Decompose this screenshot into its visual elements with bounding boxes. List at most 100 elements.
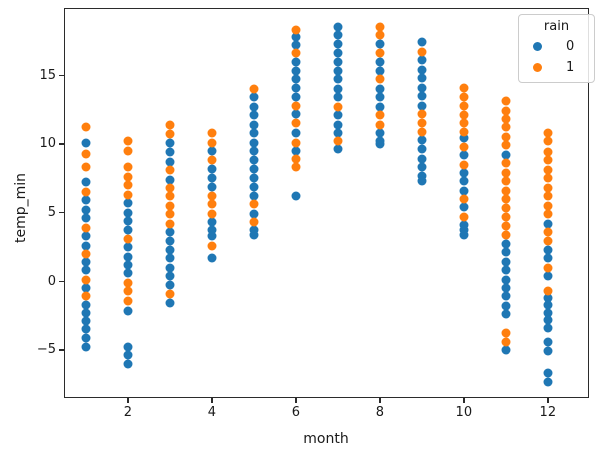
data-point: [333, 110, 343, 120]
data-point: [501, 96, 511, 106]
data-point: [459, 212, 469, 222]
data-point: [123, 198, 133, 208]
data-point: [459, 142, 469, 152]
plot-area: [64, 8, 589, 398]
data-point: [501, 257, 511, 267]
data-point: [333, 92, 343, 102]
data-point: [123, 225, 133, 235]
data-point: [417, 154, 427, 164]
data-point: [207, 253, 217, 263]
data-point: [123, 278, 133, 288]
data-point: [81, 324, 91, 334]
data-point: [81, 316, 91, 326]
legend-title: rain: [543, 19, 570, 34]
data-point: [291, 74, 301, 84]
data-point: [165, 263, 175, 273]
data-point: [249, 120, 259, 130]
data-point: [417, 118, 427, 128]
data-point: [249, 110, 259, 120]
data-point: [543, 286, 553, 296]
data-point: [207, 182, 217, 192]
data-point: [501, 158, 511, 168]
data-point: [501, 328, 511, 338]
data-point: [81, 291, 91, 301]
data-point: [501, 239, 511, 249]
data-point: [459, 118, 469, 128]
data-point: [81, 249, 91, 259]
data-point: [165, 129, 175, 139]
x-tick-label: 4: [207, 405, 216, 420]
legend-entry: 1: [519, 57, 594, 78]
data-point: [81, 283, 91, 293]
data-point: [543, 183, 553, 193]
data-point: [207, 217, 217, 227]
data-point: [81, 149, 91, 159]
data-point: [249, 173, 259, 183]
data-point: [501, 132, 511, 142]
data-point: [501, 150, 511, 160]
data-point: [249, 182, 259, 192]
data-point: [417, 91, 427, 101]
data-point: [543, 323, 553, 333]
data-point: [123, 146, 133, 156]
x-axis-label: month: [303, 431, 349, 447]
data-point: [459, 110, 469, 120]
data-point: [291, 32, 301, 42]
data-point: [501, 275, 511, 285]
data-point: [543, 227, 553, 237]
data-point: [249, 217, 259, 227]
data-point: [501, 291, 511, 301]
y-tick-mark: [59, 211, 64, 214]
data-point: [123, 286, 133, 296]
data-point: [543, 155, 553, 165]
data-point: [207, 155, 217, 165]
data-point: [543, 128, 553, 138]
data-point: [501, 212, 511, 222]
data-point: [291, 83, 301, 93]
data-point: [249, 84, 259, 94]
data-point: [501, 140, 511, 150]
data-point: [81, 333, 91, 343]
data-point: [333, 128, 343, 138]
data-point: [375, 57, 385, 67]
legend-entry-label: 0: [566, 39, 575, 54]
data-point: [417, 101, 427, 110]
data-point: [417, 37, 427, 47]
data-point: [417, 47, 427, 57]
data-point: [333, 120, 343, 130]
data-point: [207, 191, 217, 201]
data-point: [501, 106, 511, 116]
data-point: [165, 253, 175, 263]
data-point: [543, 346, 553, 356]
data-point: [291, 128, 301, 138]
data-point: [543, 147, 553, 157]
data-point: [417, 109, 427, 119]
data-point: [459, 202, 469, 212]
data-point: [249, 128, 259, 138]
data-point: [459, 133, 469, 143]
x-tick-label: 10: [455, 405, 473, 420]
data-point: [165, 147, 175, 157]
data-point: [123, 180, 133, 190]
x-tick-mark: [547, 398, 549, 403]
data-point: [333, 22, 343, 32]
data-point: [501, 168, 511, 178]
data-point: [165, 138, 175, 148]
data-point: [81, 257, 91, 267]
data-point: [501, 186, 511, 196]
x-tick-mark: [379, 398, 381, 403]
y-tick-mark: [59, 143, 64, 145]
data-point: [375, 120, 385, 130]
data-point: [543, 377, 553, 387]
legend-marker-icon: [533, 63, 542, 72]
data-point: [291, 146, 301, 156]
y-tick-label: 10: [39, 136, 56, 152]
data-point: [291, 154, 301, 164]
data-point: [333, 144, 343, 154]
data-point: [207, 138, 217, 148]
data-point: [501, 265, 511, 275]
data-point: [543, 308, 553, 318]
data-point: [291, 57, 301, 67]
